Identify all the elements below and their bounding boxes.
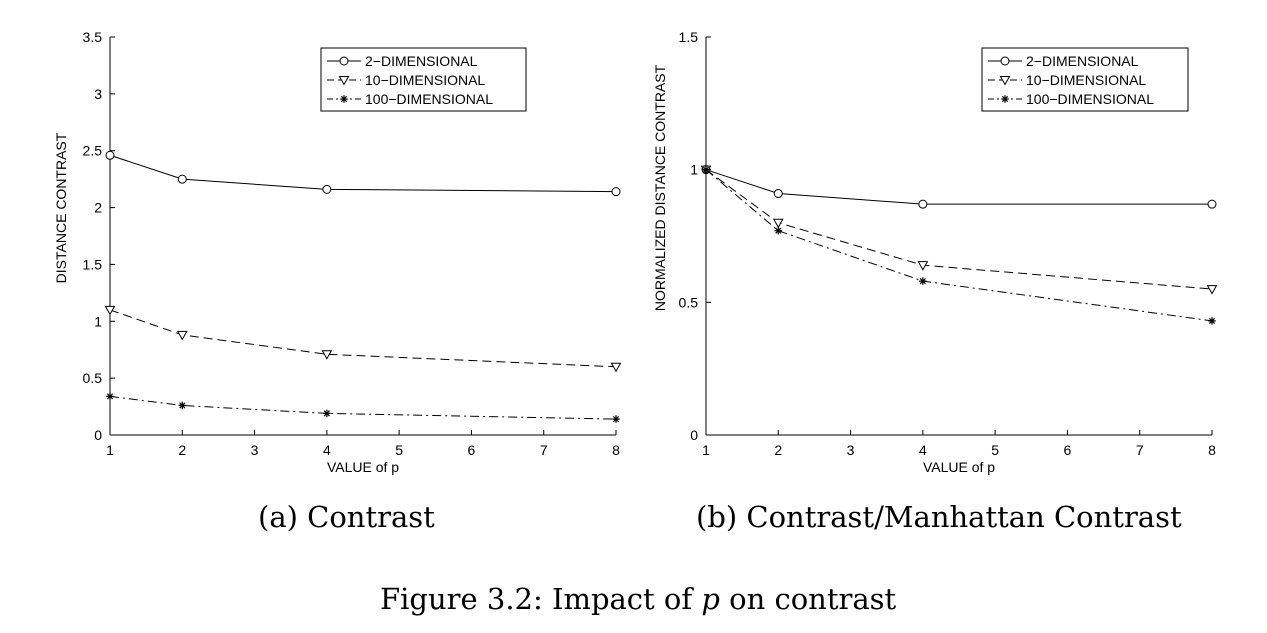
data-point-s0-1 xyxy=(177,174,187,184)
y-tick-label-0: 0 xyxy=(690,427,698,443)
legend-marker-1 xyxy=(338,76,350,86)
y-tick-label-3: 1.5 xyxy=(679,29,699,45)
y-tick-label-2: 1 xyxy=(94,313,102,329)
legend: 2−DIMENSIONAL 10−DIMENSIONAL 100−DIMENSION… xyxy=(320,47,527,112)
y-axis-label: NORMALIZED DISTANCE CONTRAST xyxy=(652,64,668,311)
series-line-2 xyxy=(705,169,1213,322)
legend-marker-0 xyxy=(1000,56,1010,66)
x-tick-label-5: 6 xyxy=(1064,442,1072,458)
data-point-s2-2 xyxy=(919,277,927,285)
x-tick-label-6: 7 xyxy=(540,442,548,458)
data-point-s2-0-stroke-3 xyxy=(702,166,710,173)
series-line-2 xyxy=(109,395,617,420)
y-tick-label-2: 1 xyxy=(690,162,698,178)
y-tick-label-1: 0.5 xyxy=(679,294,699,310)
data-point-s2-1 xyxy=(774,226,783,235)
series-line-0 xyxy=(109,154,617,193)
series-line-0 xyxy=(705,169,1212,205)
chart-distance-contrast: 1 2 3 4 5 6 7 8 0 0.5 1 1.5 2 2.5 3 3.5 VALUE of p DISTAN… xyxy=(53,29,622,475)
data-point-s1-2 xyxy=(917,261,929,271)
data-point-s1-0 xyxy=(104,305,116,316)
data-point-s0-1 xyxy=(773,189,783,199)
x-axis-label: VALUE of p xyxy=(327,459,399,475)
legend-marker-1 xyxy=(999,76,1011,86)
legend-label-2: 100−DIMENSIONAL xyxy=(365,91,493,107)
x-tick-label-7: 8 xyxy=(612,442,620,458)
legend-marker-2-stroke-3 xyxy=(1001,95,1009,103)
data-point-s0-3 xyxy=(611,187,621,197)
legend-marker-2 xyxy=(1001,95,1009,103)
figure-caption-prefix: Figure 3.2: Impact of xyxy=(380,582,702,616)
y-tick-label-0: 0 xyxy=(94,427,102,443)
series-line-1 xyxy=(705,169,1213,290)
x-tick-label-0: 1 xyxy=(702,442,710,458)
data-point-s2-0 xyxy=(106,392,114,401)
data-point-s2-3-stroke-3 xyxy=(612,415,620,423)
data-point-s2-2-stroke-3 xyxy=(323,410,330,417)
legend-marker-2-stroke-3 xyxy=(340,95,348,103)
data-point-s0-2 xyxy=(918,199,928,209)
data-point-s1-3 xyxy=(610,362,622,373)
data-point-s2-3-stroke-3 xyxy=(1208,317,1216,324)
subcaption-b: (b) Contrast/Manhattan Contrast xyxy=(696,500,1182,534)
figure-caption-suffix: on contrast xyxy=(719,582,897,616)
x-tick-label-4: 5 xyxy=(991,442,999,458)
legend-label-0: 2−DIMENSIONAL xyxy=(1026,53,1139,69)
data-point-s2-1-stroke-3 xyxy=(179,402,186,409)
data-point-s0-0 xyxy=(105,150,115,160)
data-point-s1-1 xyxy=(772,218,784,229)
legend-label-1: 10−DIMENSIONAL xyxy=(1026,72,1146,88)
data-point-s2-1 xyxy=(178,401,187,410)
figure-caption: Figure 3.2: Impact of p on contrast xyxy=(380,582,896,616)
data-point-s0-2 xyxy=(322,184,332,194)
data-point-s1-3 xyxy=(1206,285,1218,295)
legend-marker-2 xyxy=(340,95,348,103)
data-point-s1-1 xyxy=(176,330,188,341)
y-tick-label-6: 3 xyxy=(94,86,102,102)
x-tick-label-6: 7 xyxy=(1136,442,1144,458)
legend-marker-0 xyxy=(339,56,349,66)
chart-normalized-distance-contrast: 1 2 3 4 5 6 7 8 0 0.5 1 1.5 VALUE of p NORMALIZED DIS… xyxy=(652,29,1218,475)
y-axis-label: DISTANCE CONTRAST xyxy=(53,132,69,283)
y-tick-label-7: 3.5 xyxy=(83,29,103,45)
data-point-s2-2-stroke-3 xyxy=(919,278,926,285)
x-tick-label-2: 3 xyxy=(251,442,259,458)
x-tick-label-0: 1 xyxy=(106,442,114,458)
legend: 2−DIMENSIONAL 10−DIMENSIONAL 100−DIMENSION… xyxy=(981,47,1189,112)
x-axis-label: VALUE of p xyxy=(923,459,995,475)
x-tick-label-3: 4 xyxy=(919,442,927,458)
subcaption-a: (a) Contrast xyxy=(258,500,435,534)
x-tick-label-7: 8 xyxy=(1208,442,1216,458)
y-tick-label-4: 2 xyxy=(94,200,102,216)
legend-label-2: 100−DIMENSIONAL xyxy=(1026,91,1154,107)
data-point-s2-0-stroke-3 xyxy=(106,393,114,400)
data-point-s2-1-stroke-3 xyxy=(775,227,782,234)
data-point-s2-0 xyxy=(702,165,710,174)
data-point-s1-2 xyxy=(321,350,333,360)
legend-label-1: 10−DIMENSIONAL xyxy=(365,72,485,88)
x-tick-label-1: 2 xyxy=(178,442,186,458)
y-tick-label-5: 2.5 xyxy=(83,143,103,159)
data-point-s2-3 xyxy=(1208,317,1216,325)
figure-caption-variable: p xyxy=(701,582,720,616)
data-point-s2-2 xyxy=(323,409,331,418)
y-tick-label-1: 0.5 xyxy=(83,370,103,386)
y-tick-label-3: 1.5 xyxy=(83,256,103,272)
legend-label-0: 2−DIMENSIONAL xyxy=(365,53,478,69)
x-tick-label-1: 2 xyxy=(774,442,782,458)
data-point-s2-3 xyxy=(612,415,620,423)
data-point-s0-3 xyxy=(1207,199,1217,209)
series-line-1 xyxy=(109,309,617,368)
x-tick-label-5: 6 xyxy=(468,442,476,458)
x-tick-label-4: 5 xyxy=(395,442,403,458)
x-tick-label-3: 4 xyxy=(323,442,331,458)
x-tick-label-2: 3 xyxy=(847,442,855,458)
